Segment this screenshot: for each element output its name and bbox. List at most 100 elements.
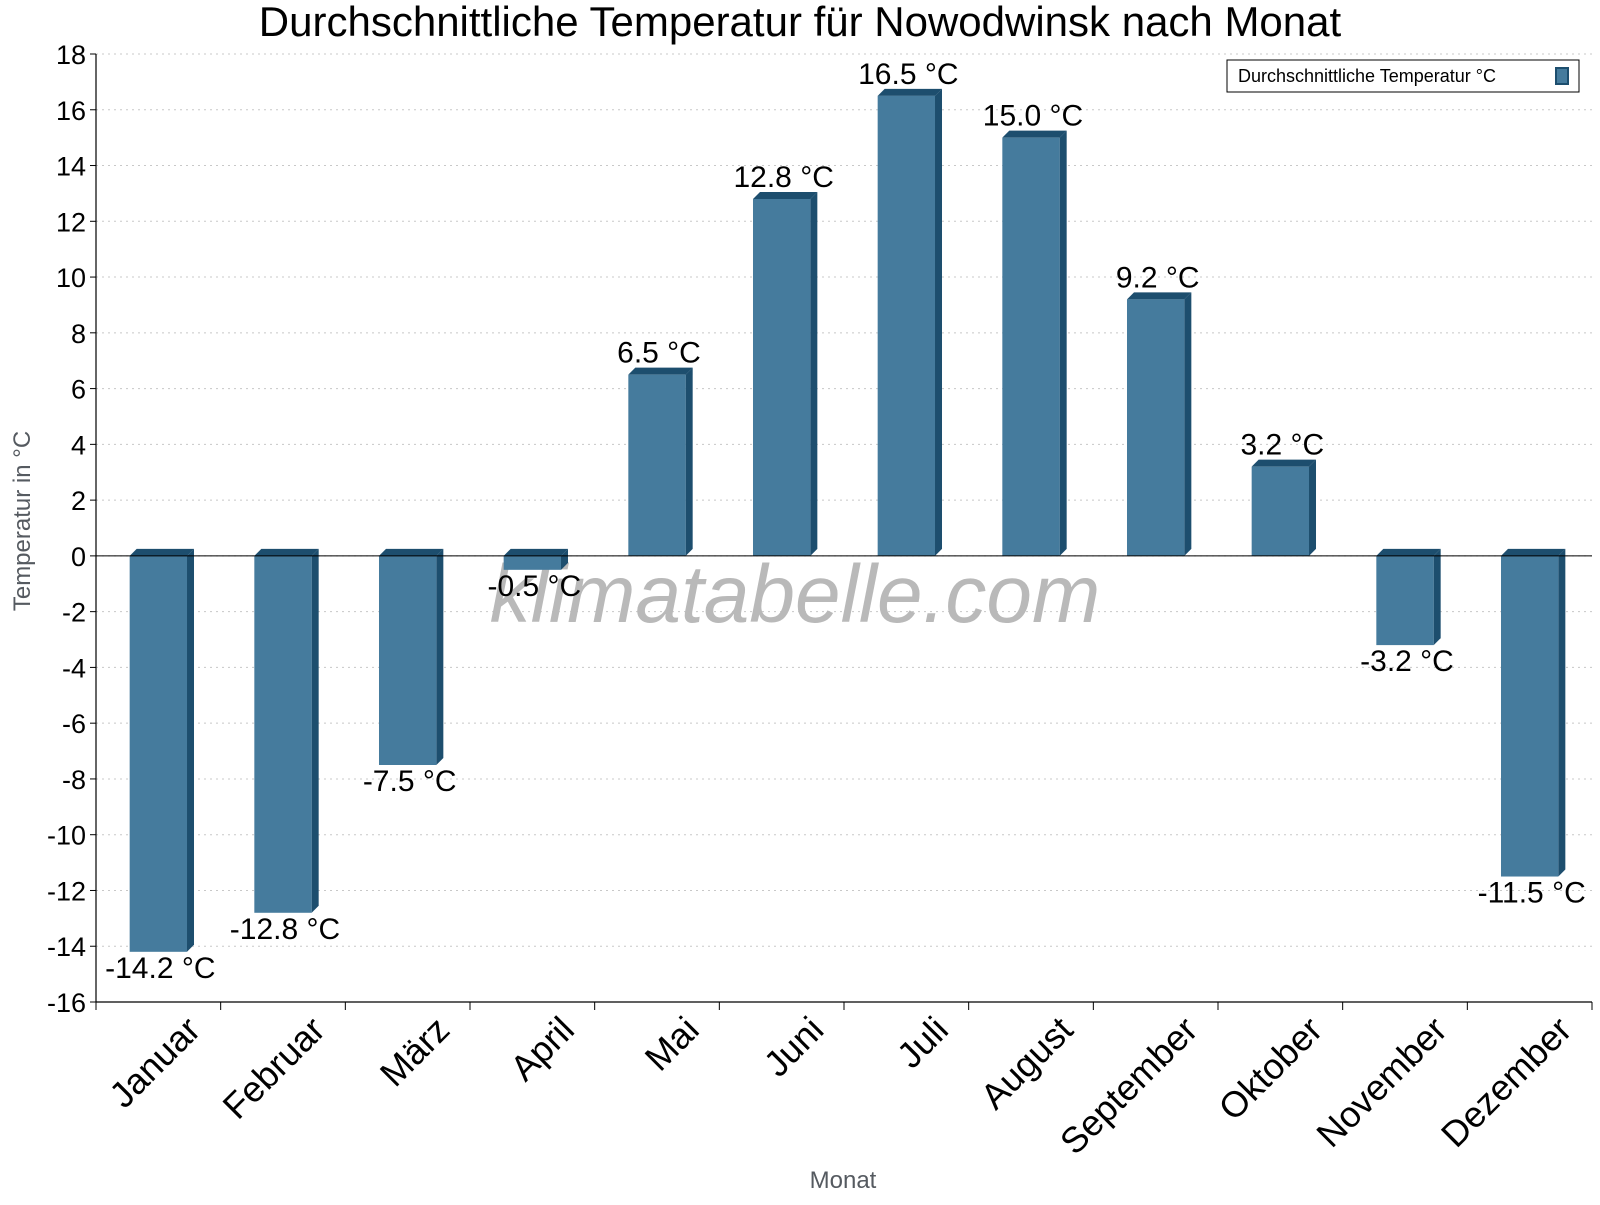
y-tick-label: 16 xyxy=(56,96,86,126)
y-tick-labels: 18 16 14 12 10 8 6 4 2 0 -2 -4 -6 -8 -10 -12 -14 -16 xyxy=(47,40,96,1018)
bar-side xyxy=(935,88,943,556)
bar-top xyxy=(628,367,693,375)
y-tick-label: 8 xyxy=(71,319,86,349)
legend-swatch xyxy=(1555,67,1569,85)
bar-front xyxy=(1002,137,1060,556)
y-tick-label: -12 xyxy=(47,876,86,906)
bar-side xyxy=(1309,459,1317,556)
y-tick-label: 10 xyxy=(56,263,86,293)
y-tick-label: -8 xyxy=(62,765,86,795)
y-tick-label: -16 xyxy=(47,988,86,1018)
y-tick-label: -2 xyxy=(62,598,86,628)
value-label: -0.5 °C xyxy=(487,570,581,603)
bar-märz xyxy=(378,548,444,765)
legend-label: Durchschnittliche Temperatur °C xyxy=(1238,66,1496,86)
y-tick-label: -4 xyxy=(62,653,86,683)
y-tick-label: 6 xyxy=(71,375,86,405)
bar-side xyxy=(810,191,818,556)
bar-side xyxy=(187,548,195,952)
bar-top xyxy=(752,191,818,199)
y-axis-label: Temperatur in °C xyxy=(9,431,36,611)
bar-oktober xyxy=(1251,459,1317,556)
bar-top xyxy=(1126,292,1192,300)
bar-top xyxy=(254,548,319,556)
bar-front xyxy=(503,555,562,570)
value-label: -3.2 °C xyxy=(1360,645,1454,678)
x-tick-label: Mai xyxy=(637,1009,707,1079)
x-tick-labels: Januar Februar März April Mai Juni Juli AugustS… xyxy=(101,1009,1579,1163)
x-tick-label: März xyxy=(372,1009,458,1095)
bar-side xyxy=(1184,292,1192,556)
bar-side xyxy=(436,548,444,765)
x-tick-label: August xyxy=(972,1009,1080,1117)
bar-top xyxy=(503,548,569,556)
bar-front xyxy=(628,374,686,556)
x-tick-label: Januar xyxy=(101,1009,208,1116)
bar-februar xyxy=(254,548,319,913)
bar-top xyxy=(129,548,195,556)
bar-top xyxy=(1376,548,1441,556)
bar-front xyxy=(877,95,936,556)
y-tick-label: 4 xyxy=(71,430,86,460)
x-tick-label: September xyxy=(1052,1009,1206,1163)
x-tick-label: November xyxy=(1308,1009,1454,1155)
legend: Durchschnittliche Temperatur °C xyxy=(1226,59,1580,93)
bar-front xyxy=(129,555,188,952)
y-tick-label: 2 xyxy=(71,486,86,516)
bar-juni xyxy=(752,191,818,556)
value-label: 3.2 °C xyxy=(1240,429,1324,462)
y-tick-label: -10 xyxy=(47,821,86,851)
bar-top xyxy=(1500,548,1566,556)
chart-title: Durchschnittliche Temperatur für Nowodwi… xyxy=(259,0,1342,45)
value-label: -14.2 °C xyxy=(105,952,215,985)
bar-front xyxy=(378,555,437,765)
bar-side xyxy=(1558,548,1566,877)
y-tick-label: 14 xyxy=(56,152,86,182)
bar-januar xyxy=(129,548,195,952)
value-label: -12.8 °C xyxy=(230,913,340,946)
value-label: 12.8 °C xyxy=(733,161,833,194)
grid-lines xyxy=(96,53,1592,1003)
bar-juli xyxy=(877,88,943,556)
bar-top xyxy=(1002,130,1067,138)
x-tick-label: Oktober xyxy=(1210,1009,1330,1129)
watermark: klimatabelle.com xyxy=(490,549,1101,640)
y-tick-label: 0 xyxy=(71,542,86,572)
bar-september xyxy=(1126,292,1192,556)
x-tick-label: Juni xyxy=(756,1009,832,1085)
bar-side xyxy=(561,548,569,570)
bar-top xyxy=(1251,459,1317,467)
bars xyxy=(129,88,1566,952)
bar-front xyxy=(1376,555,1434,646)
value-label: 15.0 °C xyxy=(983,100,1083,133)
bar-side xyxy=(311,548,319,913)
bar-front xyxy=(254,555,312,913)
bar-side xyxy=(685,367,693,556)
axes xyxy=(95,54,1593,1010)
y-tick-label: 18 xyxy=(56,40,86,70)
bar-front xyxy=(1126,299,1185,556)
y-tick-label: -14 xyxy=(47,932,86,962)
x-tick-label: Februar xyxy=(215,1009,333,1127)
bar-november xyxy=(1376,548,1441,646)
value-label: 16.5 °C xyxy=(858,58,958,91)
x-tick-label: April xyxy=(502,1009,582,1089)
bar-front xyxy=(1251,466,1310,556)
y-tick-label: 12 xyxy=(56,207,86,237)
bar-side xyxy=(1059,130,1067,556)
value-label: -11.5 °C xyxy=(1478,877,1586,910)
bar-dezember xyxy=(1500,548,1566,877)
bar-top xyxy=(877,88,943,96)
x-tick-label: Dezember xyxy=(1433,1009,1579,1155)
bar-side xyxy=(1433,548,1441,646)
value-labels: -14.2 °C -12.8 °C -7.5 °C -0.5 °C 6.5 °C 12.8… xyxy=(105,58,1586,985)
x-axis-label: Monat xyxy=(810,1167,877,1194)
value-label: 9.2 °C xyxy=(1116,261,1200,294)
bar-mai xyxy=(628,367,693,556)
bar-august xyxy=(1002,130,1067,556)
value-label: -7.5 °C xyxy=(363,765,457,798)
bar-front xyxy=(1500,555,1559,877)
x-tick-label: Juli xyxy=(889,1009,956,1076)
